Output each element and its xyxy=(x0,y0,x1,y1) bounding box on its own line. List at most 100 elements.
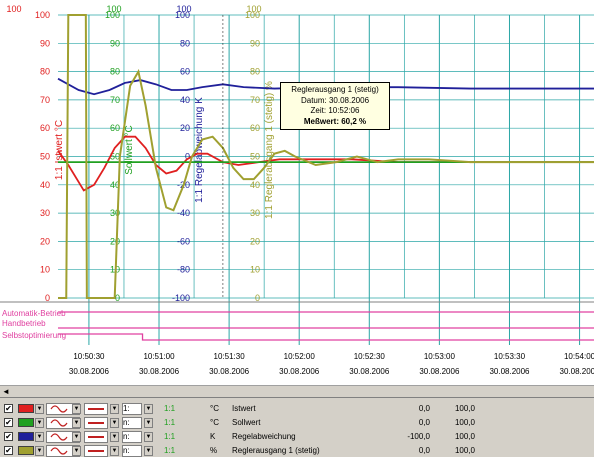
date-tick-label: 30.08.2006 xyxy=(279,367,320,376)
thickness-sample xyxy=(88,450,104,452)
color-swatch[interactable] xyxy=(18,432,34,441)
line-style-dropdown-icon[interactable]: ▼ xyxy=(72,404,81,414)
axis-tick-label: 30 xyxy=(110,208,120,218)
thickness-dropdown-icon[interactable]: ▼ xyxy=(110,418,119,428)
axis-tick-label: 40 xyxy=(40,180,50,190)
color-swatch[interactable] xyxy=(18,446,34,455)
color-dropdown-icon[interactable]: ▼ xyxy=(35,418,44,428)
color-dropdown-icon[interactable]: ▼ xyxy=(35,432,44,442)
axis-tick-label: 50 xyxy=(250,152,260,162)
scale-box[interactable]: n: xyxy=(122,431,142,443)
axis-tick-label: 100 xyxy=(245,10,260,20)
axis-title: 1:1 Istwert °C xyxy=(54,120,65,180)
legend-unit: °C xyxy=(210,404,219,413)
date-tick-label: 30.08.2006 xyxy=(489,367,530,376)
axis-tick-label: 50 xyxy=(110,152,120,162)
scale-box[interactable]: n: xyxy=(122,445,142,457)
legend-min: -100,0 xyxy=(407,432,430,441)
time-tick-label: 10:50:30 xyxy=(73,352,105,361)
legend-row[interactable]: ✔ ▼ ▼ ▼ n: ▼ 1:1% Reglerausgang 1 (stetig) 0,0 10… xyxy=(0,444,594,457)
date-tick-label: 30.08.2006 xyxy=(69,367,110,376)
legend-ratio: 1:1 xyxy=(164,432,176,441)
legend-min: 0,0 xyxy=(418,418,430,427)
legend-panel: ✔ ▼ ▼ ▼ 1: ▼ 1:1 °C Istwert 0,0 100,0 ✔ ▼ ▼ ▼ n: ▼ 1:1 °C S… xyxy=(0,397,594,457)
axis-tick-label: -60 xyxy=(177,236,190,246)
thickness-sample xyxy=(88,436,104,438)
scale-dropdown-icon[interactable]: ▼ xyxy=(144,404,153,414)
line-style-dropdown-icon[interactable]: ▼ xyxy=(72,418,81,428)
thickness-dropdown-icon[interactable]: ▼ xyxy=(110,404,119,414)
axis-tick-label: 0 xyxy=(45,293,50,303)
axis-top-label: 100 xyxy=(106,4,121,14)
legend-row[interactable]: ✔ ▼ ▼ ▼ 1: ▼ 1:1 °C Istwert 0,0 100,0 xyxy=(0,402,594,416)
axis-tick-label: 10 xyxy=(250,265,260,275)
date-tick-label: 30.08.2006 xyxy=(560,367,594,376)
axis-title: 1:1 Regelabweichung K xyxy=(194,97,205,203)
legend-ratio: 1:1 xyxy=(164,418,176,427)
scale-box[interactable]: 1: xyxy=(122,403,142,415)
thickness-sample xyxy=(88,408,104,410)
visible-checkbox[interactable]: ✔ xyxy=(4,446,13,455)
axis-tick-label: 60 xyxy=(180,67,190,77)
axis-tick-label: 20 xyxy=(40,236,50,246)
legend-name: Regelabweichung xyxy=(232,432,296,441)
chart-background xyxy=(0,0,594,385)
axis-tick-label: 10 xyxy=(40,265,50,275)
legend-max: 100,0 xyxy=(454,446,475,455)
visible-checkbox[interactable]: ✔ xyxy=(4,404,13,413)
thickness-dropdown-icon[interactable]: ▼ xyxy=(110,432,119,442)
binary-track-label: Automatik-Betrieb xyxy=(2,309,66,318)
legend-max: 100,0 xyxy=(454,404,475,413)
tooltip-date: Datum: 30.08.2006 xyxy=(300,95,370,105)
scale-dropdown-icon[interactable]: ▼ xyxy=(144,446,153,456)
axis-tick-label: 80 xyxy=(250,67,260,77)
horizontal-scrollbar[interactable]: ◄ xyxy=(0,385,594,397)
axis-tick-label: 60 xyxy=(40,123,50,133)
axis-tick-label: 100 xyxy=(35,10,50,20)
thickness-dropdown-icon[interactable]: ▼ xyxy=(110,446,119,456)
line-style-dropdown-icon[interactable]: ▼ xyxy=(72,446,81,456)
visible-checkbox[interactable]: ✔ xyxy=(4,432,13,441)
line-style-dropdown-icon[interactable]: ▼ xyxy=(72,432,81,442)
legend-ratio: 1:1 xyxy=(164,446,176,455)
date-tick-label: 30.08.2006 xyxy=(419,367,460,376)
time-tick-label: 10:53:30 xyxy=(494,352,526,361)
legend-row[interactable]: ✔ ▼ ▼ ▼ n: ▼ 1:1 °C Sollwert 0,0 100,0 xyxy=(0,416,594,430)
tooltip-title: Reglerausgang 1 (stetig) xyxy=(291,85,379,94)
legend-min: 0,0 xyxy=(418,446,430,455)
color-swatch[interactable] xyxy=(18,404,34,413)
line-type-icon xyxy=(50,405,68,413)
color-swatch[interactable] xyxy=(18,418,34,427)
time-tick-label: 10:53:00 xyxy=(424,352,456,361)
legend-unit: °C xyxy=(210,418,219,427)
binary-track-line xyxy=(58,333,594,341)
axis-title: Sollwert °C xyxy=(124,125,135,175)
tooltip-time: Zeit: 10:52:06 xyxy=(310,106,360,115)
time-tick-label: 10:54:00 xyxy=(564,352,594,361)
legend-ratio: 1:1 xyxy=(164,404,176,413)
scroll-left-icon[interactable]: ◄ xyxy=(2,387,10,396)
axis-tick-label: 40 xyxy=(250,180,260,190)
axis-tick-label: 0 xyxy=(115,293,120,303)
date-tick-label: 30.08.2006 xyxy=(349,367,390,376)
scale-dropdown-icon[interactable]: ▼ xyxy=(144,432,153,442)
color-dropdown-icon[interactable]: ▼ xyxy=(35,446,44,456)
value-tooltip: Reglerausgang 1 (stetig) Datum: 30.08.20… xyxy=(280,82,390,130)
legend-max: 100,0 xyxy=(454,432,475,441)
scale-dropdown-icon[interactable]: ▼ xyxy=(144,418,153,428)
axis-tick-label: 90 xyxy=(110,38,120,48)
visible-checkbox[interactable]: ✔ xyxy=(4,418,13,427)
axis-top-label: 100 xyxy=(246,4,261,14)
axis-tick-label: 60 xyxy=(110,123,120,133)
axis-tick-label: 100 xyxy=(175,10,190,20)
legend-row[interactable]: ✔ ▼ ▼ ▼ n: ▼ 1:1 K Regelabweichung -100,0 100,0 xyxy=(0,430,594,444)
color-dropdown-icon[interactable]: ▼ xyxy=(35,404,44,414)
axis-tick-label: 80 xyxy=(110,67,120,77)
axis-tick-label: 20 xyxy=(250,236,260,246)
scale-box[interactable]: n: xyxy=(122,417,142,429)
date-tick-label: 30.08.2006 xyxy=(139,367,180,376)
axis-tick-label: 70 xyxy=(40,95,50,105)
axis-tick-label: -100 xyxy=(172,293,190,303)
